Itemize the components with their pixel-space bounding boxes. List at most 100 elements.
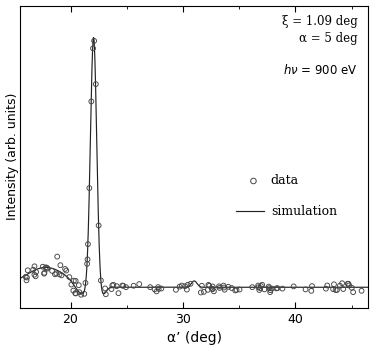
Point (103, 291, 109, 297)
Point (43, 265, 49, 270)
Point (233, 287, 239, 293)
Point (40, 264, 46, 270)
Point (120, 283, 126, 289)
Point (24, 275, 30, 280)
Point (85, 241, 91, 247)
Point (291, 284, 297, 289)
Y-axis label: Intensity (arb. units): Intensity (arb. units) (6, 93, 19, 220)
Point (210, 284, 216, 289)
Point (308, 288, 314, 294)
Point (30, 267, 36, 272)
Point (279, 286, 285, 291)
Point (119, 283, 125, 289)
Point (209, 286, 215, 292)
Point (266, 285, 272, 291)
Text: $h\nu$ = 900 eV: $h\nu$ = 900 eV (283, 63, 358, 77)
Point (334, 287, 340, 293)
Point (359, 288, 365, 293)
Point (257, 285, 263, 291)
Point (340, 286, 346, 292)
Point (201, 289, 207, 294)
Point (216, 284, 222, 289)
Point (350, 289, 356, 295)
Point (249, 284, 255, 290)
Point (52, 272, 58, 277)
Point (266, 284, 272, 290)
Point (73, 291, 79, 296)
Point (45, 266, 50, 271)
Point (188, 281, 194, 287)
Point (88, 99, 94, 104)
X-axis label: α’ (deg): α’ (deg) (167, 331, 222, 345)
Point (324, 283, 330, 288)
Point (267, 289, 273, 295)
Point (86, 185, 92, 191)
Point (209, 286, 215, 292)
Point (177, 284, 183, 290)
Point (131, 283, 137, 289)
Point (73, 278, 79, 284)
Point (205, 287, 211, 293)
Point (81, 291, 87, 297)
Point (155, 284, 161, 290)
Point (259, 282, 265, 287)
Point (56, 272, 62, 277)
Point (179, 283, 185, 289)
Point (151, 286, 157, 292)
Point (98, 278, 104, 283)
Text: simulation: simulation (271, 205, 337, 218)
Point (84, 261, 90, 267)
Point (217, 285, 223, 291)
Point (154, 289, 160, 294)
Point (91, 38, 97, 44)
Point (23, 274, 29, 280)
Point (25, 267, 31, 273)
Point (237, 287, 243, 292)
Point (59, 272, 65, 278)
Point (332, 287, 338, 293)
Point (185, 282, 191, 287)
Point (323, 286, 329, 291)
Point (221, 283, 227, 289)
Point (205, 282, 211, 288)
Point (198, 290, 204, 295)
Point (108, 286, 114, 292)
Point (182, 284, 188, 289)
Point (275, 285, 280, 291)
Point (232, 288, 238, 293)
Point (53, 271, 59, 276)
Point (85, 257, 91, 262)
Point (33, 269, 39, 275)
Point (96, 223, 102, 228)
Point (44, 265, 50, 271)
Point (42, 270, 47, 276)
Point (147, 284, 153, 290)
Point (66, 274, 72, 280)
Point (273, 286, 279, 291)
Text: ξ = 1.09 deg
α = 5 deg: ξ = 1.09 deg α = 5 deg (282, 15, 358, 45)
Point (116, 290, 122, 296)
Point (337, 283, 343, 289)
Point (226, 284, 232, 290)
Point (83, 280, 89, 286)
Point (221, 285, 227, 290)
Point (211, 289, 217, 294)
Point (31, 272, 37, 278)
Point (71, 278, 77, 284)
Point (229, 285, 234, 291)
Point (303, 287, 309, 292)
Point (102, 286, 108, 291)
Point (41, 271, 47, 277)
Point (33, 273, 39, 279)
Point (255, 283, 261, 288)
Point (309, 283, 315, 289)
Point (173, 287, 179, 293)
Point (339, 280, 345, 286)
Point (114, 283, 120, 289)
Point (109, 283, 115, 288)
Point (93, 81, 99, 87)
Text: data: data (271, 174, 299, 187)
Point (76, 283, 82, 288)
Point (206, 283, 212, 289)
Point (78, 292, 84, 298)
